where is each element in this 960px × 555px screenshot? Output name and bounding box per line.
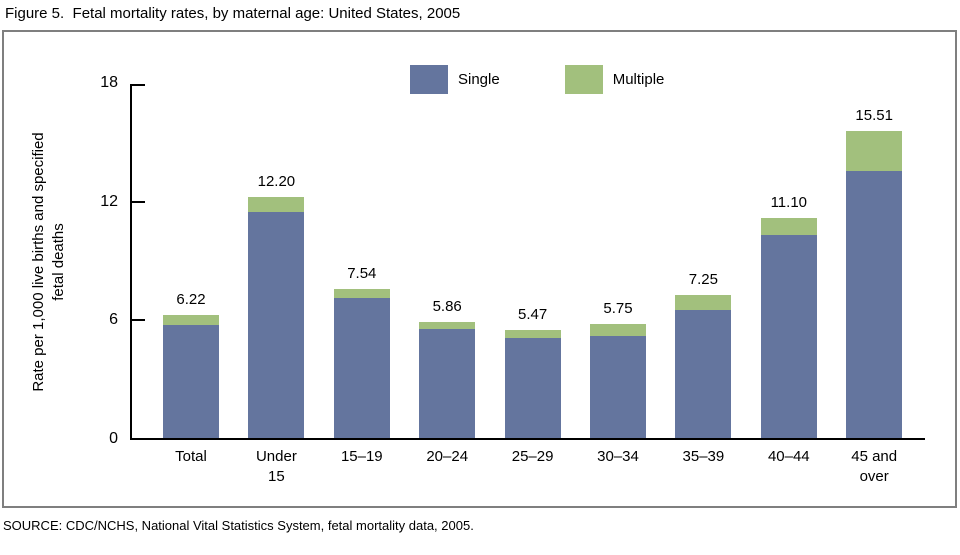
bar-value-label: 11.10 [770, 194, 808, 212]
bar-segment-multiple [419, 322, 476, 330]
x-axis-label-4: 25–29 [511, 448, 554, 465]
multiple-series-swatch [564, 65, 603, 94]
bar-0 [163, 315, 219, 438]
bar-6 [675, 294, 732, 438]
x-axis-label-3: 20–24 [426, 448, 469, 465]
bar-segment-single [675, 310, 732, 438]
chart-frame: Rate per 1,000 live births and specified… [2, 30, 957, 508]
y-tick-mark-6 [132, 319, 145, 322]
x-axis-label-5: 30–34 [597, 448, 639, 465]
x-axis-label-0: Total [175, 448, 207, 465]
bar-segment-single [248, 211, 305, 438]
bar-group-7: 11.10 40–44 [747, 84, 831, 465]
legend-item-multiple: Multiple [564, 65, 665, 94]
bar-segment-multiple [333, 288, 390, 298]
y-tick-label-6: 6 [109, 311, 118, 329]
bar-segment-single [590, 335, 646, 438]
y-axis-title: Rate per 1,000 live births and specified… [29, 82, 73, 442]
bar-2 [333, 288, 390, 438]
bar-value-label: 7.25 [688, 270, 718, 288]
y-axis-title-line2: fetal deaths [50, 223, 67, 301]
bar-value-label: 12.20 [257, 172, 296, 190]
y-axis-title-line1: Rate per 1,000 live births and specified [30, 132, 47, 392]
bar-group-5: 5.75 30–34 [576, 84, 660, 465]
bar-value-label: 6.22 [176, 290, 206, 308]
bar-group-6: 7.25 35–39 [661, 84, 745, 465]
bar-segment-multiple [760, 218, 817, 235]
bar-segment-single [504, 338, 561, 438]
bar-3 [419, 322, 476, 438]
bar-segment-single [760, 234, 817, 438]
bar-value-label: 7.54 [347, 264, 377, 282]
bar-segment-multiple [248, 196, 305, 212]
source-note: SOURCE: CDC/NCHS, National Vital Statist… [3, 518, 474, 533]
bar-8 [846, 131, 903, 438]
plot-area: 0 6 12 18 6.22 Total 12.20 Under 15 7.54 15–19 5.8… [100, 74, 925, 485]
legend: Single Multiple [410, 65, 664, 94]
bar-value-label: 15.51 [855, 107, 893, 125]
x-axis-label-2: 15–19 [340, 448, 383, 465]
bar-segment-single [846, 171, 903, 438]
bar-group-8: 15.51 45 and over [832, 84, 916, 485]
bar-segment-multiple [675, 294, 732, 311]
bar-segment-single [163, 324, 219, 438]
bar-segment-single [419, 329, 476, 438]
bar-1 [248, 196, 305, 438]
bar-value-label: 5.86 [432, 298, 462, 316]
x-axis-label-1: Under 15 [255, 448, 297, 485]
bar-5 [590, 324, 646, 438]
y-tick-label-18: 18 [100, 74, 118, 91]
bar-7 [760, 218, 817, 438]
y-tick-mark-12 [132, 200, 145, 203]
bar-segment-multiple [504, 329, 561, 339]
bar-group-2: 7.54 15–19 [320, 84, 404, 465]
multiple-series-label: Multiple [612, 71, 665, 88]
x-axis-label-8: 45 and over [851, 448, 898, 485]
bar-segment-multiple [846, 131, 903, 172]
bar-4 [504, 329, 561, 438]
y-tick-label-0: 0 [109, 430, 118, 447]
bar-value-label: 5.47 [517, 305, 548, 323]
y-tick-mark-18 [132, 84, 145, 86]
bar-group-3: 5.86 20–24 [405, 84, 489, 465]
single-series-label: Single [458, 71, 500, 88]
bar-group-1: 12.20 Under 15 [234, 84, 318, 485]
bar-group-4: 5.47 25–29 [491, 84, 575, 465]
bar-segment-single [333, 297, 390, 438]
y-tick-label-12: 12 [100, 192, 118, 210]
x-axis-label-6: 35–39 [682, 448, 725, 465]
legend-item-single: Single [410, 65, 500, 94]
bar-segment-multiple [163, 315, 219, 325]
figure-title: Figure 5. Fetal mortality rates, by mate… [5, 5, 461, 22]
bar-group-0: 6.22 Total [149, 84, 233, 465]
bar-value-label: 5.75 [603, 300, 633, 318]
x-axis-label-7: 40–44 [767, 448, 810, 465]
y-tick-mark-0 [132, 438, 145, 440]
bar-segment-multiple [590, 324, 646, 336]
single-series-swatch [410, 65, 448, 94]
